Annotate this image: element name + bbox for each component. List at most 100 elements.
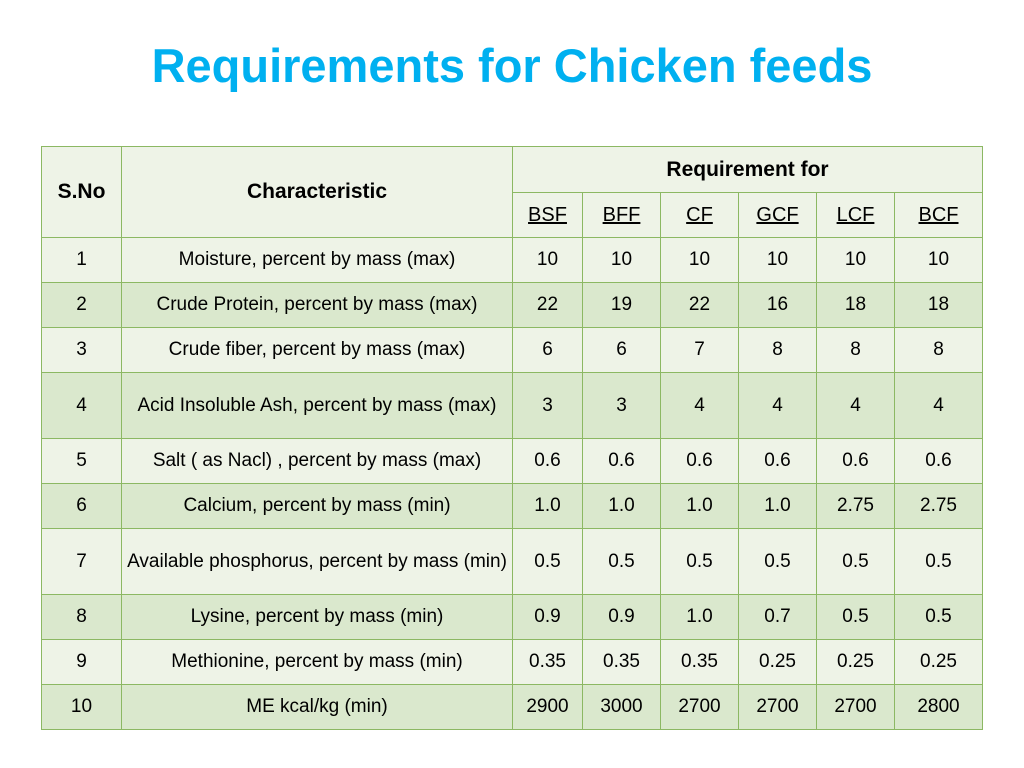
cell-bcf: 0.5 xyxy=(894,528,983,595)
header-bsf: BSF xyxy=(512,192,583,238)
cell-gcf: 8 xyxy=(738,327,817,373)
row-characteristic: Crude Protein, percent by mass (max) xyxy=(121,282,513,328)
header-bff: BFF xyxy=(582,192,661,238)
cell-bsf: 2900 xyxy=(512,684,583,730)
row-sno: 2 xyxy=(41,282,122,328)
row-characteristic: Moisture, percent by mass (max) xyxy=(121,237,513,283)
cell-bsf: 0.5 xyxy=(512,528,583,595)
table-row: 8 Lysine, percent by mass (min) 0.9 0.9 … xyxy=(41,594,983,640)
header-gcf: GCF xyxy=(738,192,817,238)
cell-cf: 7 xyxy=(660,327,739,373)
cell-bcf: 4 xyxy=(894,372,983,439)
table-subheader-row: BSF BFF CF GCF LCF BCF xyxy=(42,192,983,238)
cell-gcf: 10 xyxy=(738,237,817,283)
cell-bff: 0.5 xyxy=(582,528,661,595)
cell-lcf: 2700 xyxy=(816,684,895,730)
cell-cf: 0.5 xyxy=(660,528,739,595)
header-characteristic: Characteristic xyxy=(121,146,513,238)
cell-bcf: 8 xyxy=(894,327,983,373)
row-sno: 4 xyxy=(41,372,122,439)
slide-title: Requirements for Chicken feeds xyxy=(151,39,873,92)
table-row: 5 Salt ( as Nacl) , percent by mass (max… xyxy=(41,438,983,484)
header-sno: S.No xyxy=(41,146,122,238)
cell-cf: 22 xyxy=(660,282,739,328)
table-row: 7 Available phosphorus, percent by mass … xyxy=(41,528,983,595)
cell-bsf: 0.35 xyxy=(512,639,583,685)
cell-bff: 19 xyxy=(582,282,661,328)
row-sno: 3 xyxy=(41,327,122,373)
table-row: 2 Crude Protein, percent by mass (max) 2… xyxy=(41,282,983,328)
row-sno: 1 xyxy=(41,237,122,283)
cell-bcf: 18 xyxy=(894,282,983,328)
cell-lcf: 4 xyxy=(816,372,895,439)
cell-bsf: 1.0 xyxy=(512,483,583,529)
cell-gcf: 0.5 xyxy=(738,528,817,595)
table-row: 3 Crude fiber, percent by mass (max) 6 6… xyxy=(41,327,983,373)
cell-lcf: 2.75 xyxy=(816,483,895,529)
cell-bsf: 0.9 xyxy=(512,594,583,640)
cell-cf: 2700 xyxy=(660,684,739,730)
row-sno: 5 xyxy=(41,438,122,484)
cell-cf: 10 xyxy=(660,237,739,283)
cell-cf: 0.35 xyxy=(660,639,739,685)
cell-bcf: 0.5 xyxy=(894,594,983,640)
row-sno: 9 xyxy=(41,639,122,685)
row-characteristic: ME kcal/kg (min) xyxy=(121,684,513,730)
header-requirement-for: Requirement for xyxy=(512,146,983,193)
cell-cf: 1.0 xyxy=(660,483,739,529)
cell-gcf: 0.7 xyxy=(738,594,817,640)
cell-bff: 3 xyxy=(582,372,661,439)
row-sno: 8 xyxy=(41,594,122,640)
cell-bff: 10 xyxy=(582,237,661,283)
cell-cf: 1.0 xyxy=(660,594,739,640)
cell-gcf: 0.25 xyxy=(738,639,817,685)
cell-bsf: 6 xyxy=(512,327,583,373)
cell-bff: 3000 xyxy=(582,684,661,730)
row-characteristic: Calcium, percent by mass (min) xyxy=(121,483,513,529)
cell-gcf: 1.0 xyxy=(738,483,817,529)
requirements-table: S.No Characteristic Requirement for BSF … xyxy=(41,146,983,730)
cell-lcf: 8 xyxy=(816,327,895,373)
cell-lcf: 0.5 xyxy=(816,594,895,640)
header-lcf: LCF xyxy=(816,192,895,238)
cell-bff: 0.9 xyxy=(582,594,661,640)
cell-lcf: 0.6 xyxy=(816,438,895,484)
cell-gcf: 16 xyxy=(738,282,817,328)
header-bcf: BCF xyxy=(894,192,983,238)
cell-bcf: 2800 xyxy=(894,684,983,730)
cell-gcf: 2700 xyxy=(738,684,817,730)
cell-bff: 0.35 xyxy=(582,639,661,685)
cell-bsf: 10 xyxy=(512,237,583,283)
cell-cf: 4 xyxy=(660,372,739,439)
cell-bff: 0.6 xyxy=(582,438,661,484)
cell-bsf: 0.6 xyxy=(512,438,583,484)
cell-lcf: 0.5 xyxy=(816,528,895,595)
row-characteristic: Lysine, percent by mass (min) xyxy=(121,594,513,640)
row-sno: 10 xyxy=(41,684,122,730)
row-sno: 6 xyxy=(41,483,122,529)
row-characteristic: Methionine, percent by mass (min) xyxy=(121,639,513,685)
cell-bff: 6 xyxy=(582,327,661,373)
cell-lcf: 0.25 xyxy=(816,639,895,685)
cell-lcf: 10 xyxy=(816,237,895,283)
cell-bcf: 0.6 xyxy=(894,438,983,484)
table-row: 10 ME kcal/kg (min) 2900 3000 2700 2700 … xyxy=(41,684,983,730)
cell-bsf: 22 xyxy=(512,282,583,328)
table-header-row: S.No Characteristic Requirement for xyxy=(41,146,983,238)
cell-bff: 1.0 xyxy=(582,483,661,529)
row-characteristic: Salt ( as Nacl) , percent by mass (max) xyxy=(121,438,513,484)
table-row: 1 Moisture, percent by mass (max) 10 10 … xyxy=(41,237,983,283)
cell-gcf: 0.6 xyxy=(738,438,817,484)
table-row: 6 Calcium, percent by mass (min) 1.0 1.0… xyxy=(41,483,983,529)
cell-gcf: 4 xyxy=(738,372,817,439)
header-cf: CF xyxy=(660,192,739,238)
cell-cf: 0.6 xyxy=(660,438,739,484)
cell-bcf: 0.25 xyxy=(894,639,983,685)
cell-bsf: 3 xyxy=(512,372,583,439)
cell-bcf: 10 xyxy=(894,237,983,283)
table-row: 9 Methionine, percent by mass (min) 0.35… xyxy=(41,639,983,685)
row-characteristic: Crude fiber, percent by mass (max) xyxy=(121,327,513,373)
row-sno: 7 xyxy=(41,528,122,595)
row-characteristic: Acid Insoluble Ash, percent by mass (max… xyxy=(121,372,513,439)
row-characteristic: Available phosphorus, percent by mass (m… xyxy=(121,528,513,595)
